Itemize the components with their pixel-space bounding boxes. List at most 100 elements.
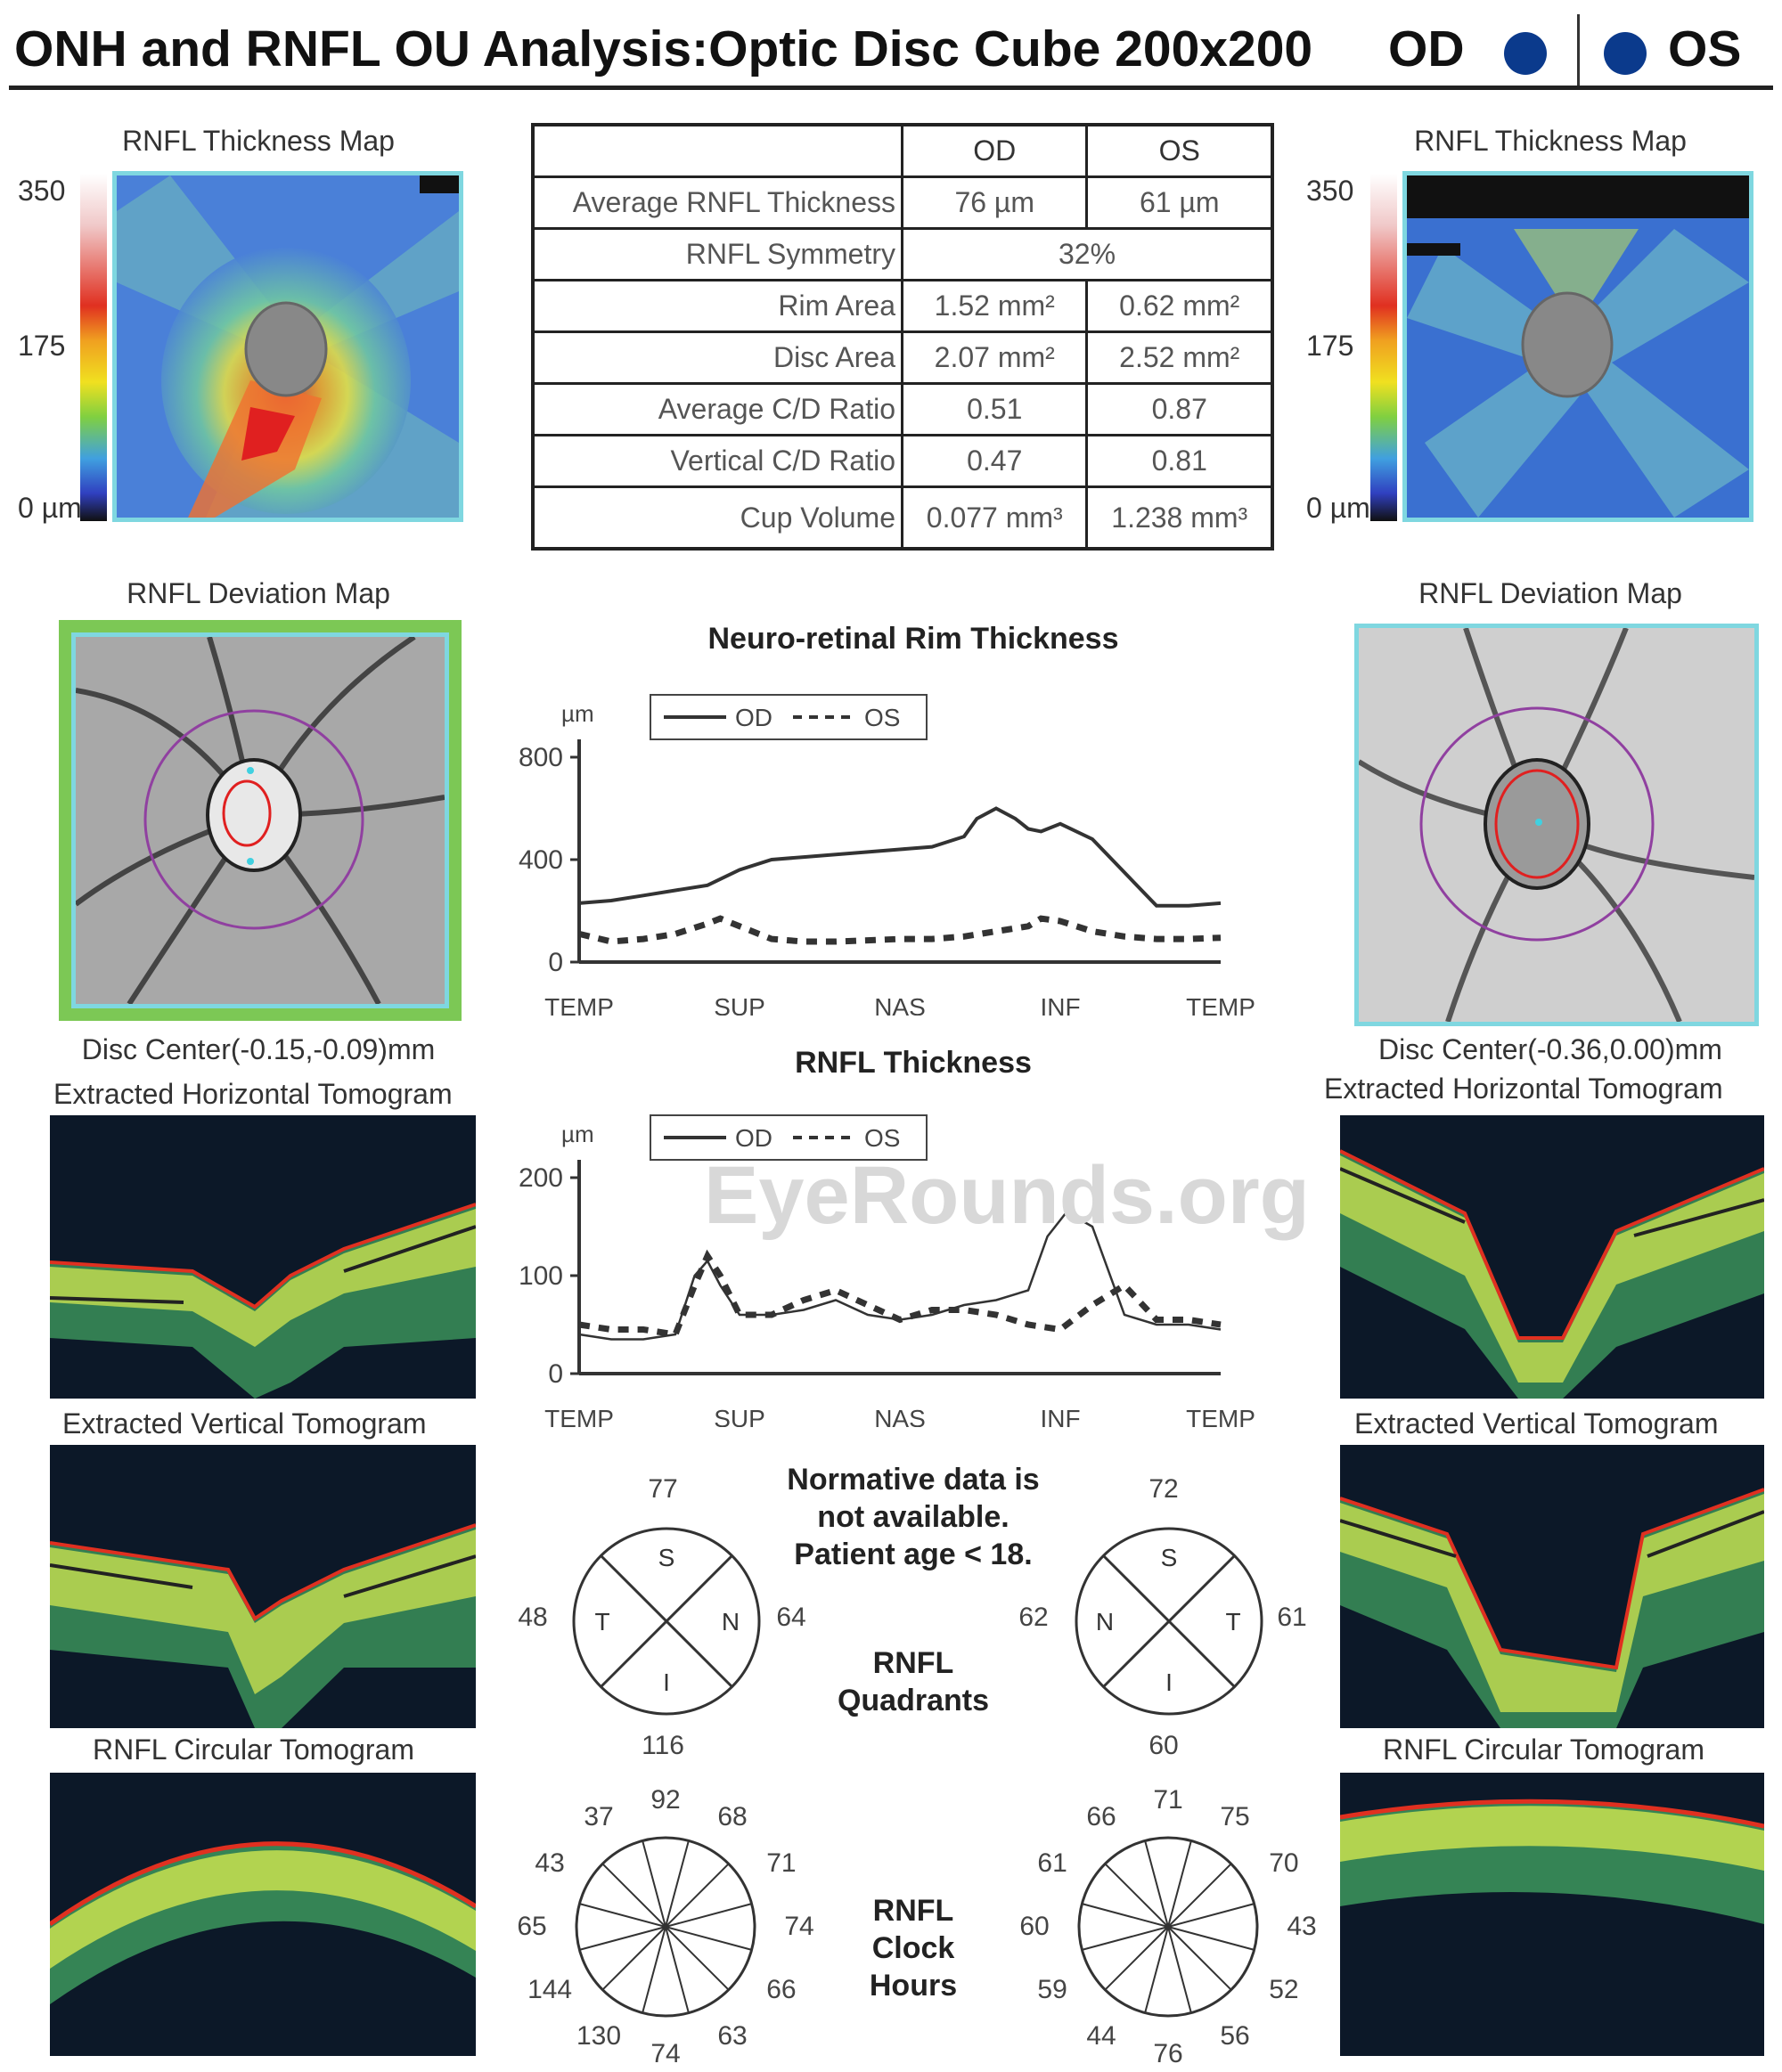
clock-hour-value: 43 xyxy=(535,1848,565,1878)
clock-spoke xyxy=(1104,1863,1169,1928)
clock-circle xyxy=(1077,1836,1259,2018)
od-color-scale xyxy=(80,174,107,521)
os-quad-letter-t: T xyxy=(1225,1608,1240,1636)
os-vertical-tomogram-label: Extracted Vertical Tomogram xyxy=(1354,1407,1719,1440)
clock-hour-value: 66 xyxy=(766,1975,797,2005)
od-horizontal-tomogram-label: Extracted Horizontal Tomogram xyxy=(53,1078,453,1110)
clock-spoke xyxy=(1104,1926,1169,1991)
legend-od-label: OD xyxy=(735,1124,772,1152)
os-quad-letter-i: I xyxy=(1165,1668,1173,1696)
clock-spoke xyxy=(579,1926,666,1951)
metric-label: Disc Area xyxy=(531,330,903,385)
metric-label: Average C/D Ratio xyxy=(531,382,903,436)
clock-spoke xyxy=(665,1926,752,1951)
clock-spoke xyxy=(665,1840,690,1928)
x-tick-label: SUP xyxy=(714,1405,765,1427)
note-line-2: not available. xyxy=(817,1500,1010,1534)
clock-hour-value: 44 xyxy=(1086,2021,1116,2052)
table-row: Average RNFL Thickness 76 µm 61 µm xyxy=(531,175,1274,230)
header-divider xyxy=(1577,14,1580,86)
od-quad-letter-t: T xyxy=(594,1608,609,1636)
metric-label: RNFL Symmetry xyxy=(531,227,903,281)
clock-hour-value: 68 xyxy=(717,1801,748,1831)
od-vertical-tomogram-image xyxy=(50,1445,476,1728)
os-horizontal-tomogram-image xyxy=(1340,1115,1764,1399)
table-row: Rim Area 1.52 mm² 0.62 mm² xyxy=(531,279,1274,333)
clock-spoke xyxy=(1167,1903,1255,1928)
normative-note: Normative data is not available. Patient… xyxy=(748,1461,1078,1573)
os-quadrant-diagram: S I N T xyxy=(1075,1527,1263,1716)
od-quad-t: 48 xyxy=(518,1603,548,1632)
y-tick-label: 200 xyxy=(519,1163,563,1193)
quadrants-title-line-1: RNFL xyxy=(872,1646,954,1680)
clock-title-line-3: Hours xyxy=(869,1969,958,2003)
os-disc-center: Disc Center(-0.36,0.00)mm xyxy=(1378,1033,1722,1065)
os-quad-letter-s: S xyxy=(1161,1544,1178,1571)
metric-os-value: 61 µm xyxy=(1085,175,1274,230)
watermark: EyeRounds.org xyxy=(704,1150,1310,1241)
report-title: ONH and RNFL OU Analysis:Optic Disc Cube… xyxy=(14,20,1313,77)
clock-spoke xyxy=(1144,1840,1169,1928)
x-tick-label: SUP xyxy=(714,993,765,1016)
x-tick-label: TEMP xyxy=(544,1405,614,1427)
od-deviation-map-image xyxy=(76,637,445,1004)
y-axis-unit: µm xyxy=(561,1121,594,1147)
od-vertical-tomogram xyxy=(50,1445,476,1728)
clock-spoke xyxy=(665,1926,730,1991)
clock-hour-value: 59 xyxy=(1037,1975,1067,2005)
table-row: Vertical C/D Ratio 0.47 0.81 xyxy=(531,434,1274,488)
clock-spoke xyxy=(665,1863,730,1928)
metric-label: Vertical C/D Ratio xyxy=(531,434,903,488)
od-deviation-map-frame xyxy=(59,620,462,1021)
table-row: Disc Area 2.07 mm² 2.52 mm² xyxy=(531,330,1274,385)
metrics-corner xyxy=(531,123,903,178)
od-quad-s: 77 xyxy=(648,1474,678,1504)
clock-hour-value: 74 xyxy=(784,1912,814,1941)
od-vertical-tomogram-label: Extracted Vertical Tomogram xyxy=(62,1407,427,1440)
clock-hour-value: 61 xyxy=(1037,1848,1067,1878)
od-quad-letter-s: S xyxy=(658,1544,675,1571)
od-scale-max: 350 xyxy=(18,175,66,207)
clock-spoke xyxy=(642,1926,666,2013)
od-circular-tomogram-label: RNFL Circular Tomogram xyxy=(93,1733,414,1766)
clock-spoke xyxy=(601,1926,666,1991)
y-tick-label: 800 xyxy=(519,743,563,772)
od-horizontal-tomogram-image xyxy=(50,1115,476,1399)
clock-hour-value: 92 xyxy=(650,1784,681,1815)
series-line-od xyxy=(578,1210,1222,1341)
y-tick-label: 0 xyxy=(548,948,563,977)
y-tick-label: 400 xyxy=(519,845,563,875)
clock-spoke xyxy=(665,1903,752,1928)
os-vertical-tomogram xyxy=(1340,1445,1764,1728)
x-tick-label: TEMP xyxy=(544,993,614,1016)
clock-spoke xyxy=(1167,1840,1192,1928)
x-tick-label: TEMP xyxy=(1186,993,1255,1016)
note-line-3: Patient age < 18. xyxy=(794,1538,1033,1571)
os-scale-max: 350 xyxy=(1306,175,1354,207)
os-vertical-tomogram-image xyxy=(1340,1445,1764,1728)
report-header: ONH and RNFL OU Analysis:Optic Disc Cube… xyxy=(9,7,1773,90)
os-quad-s: 72 xyxy=(1148,1474,1179,1504)
x-tick-label: INF xyxy=(1040,993,1080,1016)
od-thickness-map-title: RNFL Thickness Map xyxy=(122,125,395,157)
od-disc-center: Disc Center(-0.15,-0.09)mm xyxy=(81,1033,436,1065)
table-row: RNFL Symmetry 32% xyxy=(531,227,1274,281)
os-quad-n: 62 xyxy=(1018,1603,1049,1632)
metrics-table: OD OS Average RNFL Thickness 76 µm 61 µm… xyxy=(531,123,1274,551)
x-tick-label: INF xyxy=(1040,1405,1080,1427)
rim-thickness-chart: µm 800 400 0 TEMP SUP NAS INF TEMP OD OS xyxy=(519,694,1255,1016)
od-circular-tomogram xyxy=(50,1773,476,2056)
clock-hour-value: 65 xyxy=(517,1912,547,1941)
legend-od-label: OD xyxy=(735,704,772,731)
os-thickness-map-image xyxy=(1407,175,1749,518)
rnfl-thickness-chart: µm 200 100 0 TEMP SUP NAS INF TEMP OD OS xyxy=(519,1114,1255,1427)
metric-label: Cup Volume xyxy=(531,485,903,551)
od-quad-i: 116 xyxy=(642,1731,684,1760)
os-scale-min: 0 µm xyxy=(1306,492,1370,524)
clock-hour-value: 75 xyxy=(1220,1801,1250,1831)
clock-spoke xyxy=(1167,1863,1232,1928)
od-label: OD xyxy=(1388,20,1465,77)
od-thickness-map xyxy=(112,171,463,522)
y-tick-label: 100 xyxy=(519,1261,563,1291)
table-row: Average C/D Ratio 0.51 0.87 xyxy=(531,382,1274,436)
